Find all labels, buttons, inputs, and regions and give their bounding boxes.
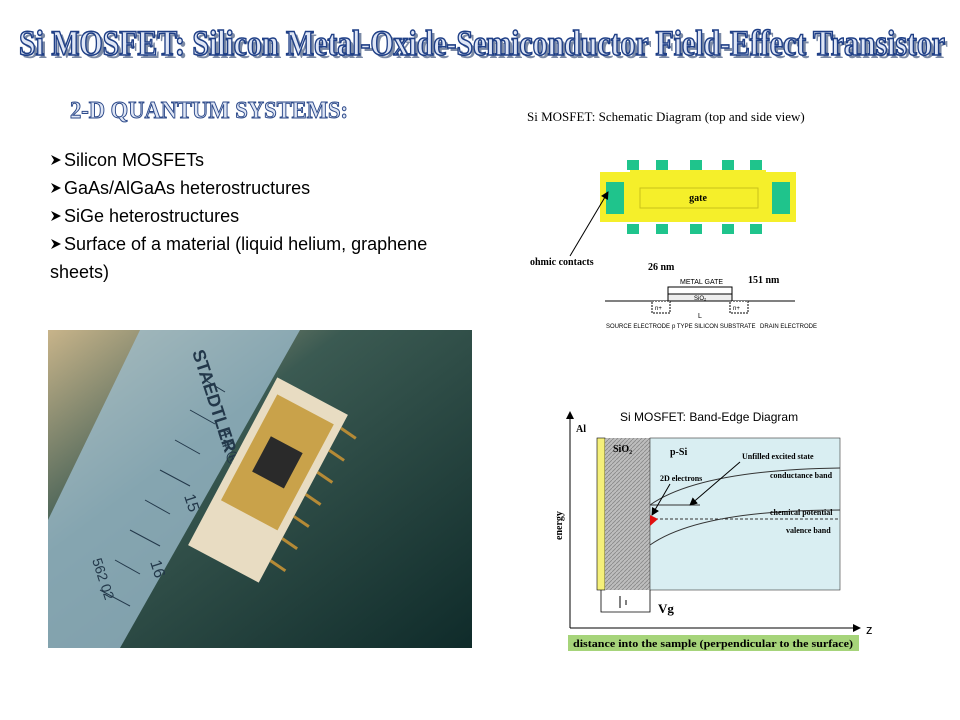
ruler-mark: 15 — [180, 492, 202, 514]
bullet-text: SiGe heterostructures — [64, 206, 240, 226]
metal-label: Al — [576, 424, 586, 435]
title: Si MOSFET: Silicon Metal-Oxide-Semicondu… — [19, 23, 945, 63]
bullet: SiGe heterostructures — [50, 202, 450, 230]
source-label: SOURCE ELECTRODE — [606, 324, 670, 330]
bullet-list: Silicon MOSFETs GaAs/AlGaAs heterostructu… — [50, 146, 450, 286]
bullet-arrow — [51, 155, 61, 165]
band-diagram: Si MOSFET: Band-Edge Diagram Al SiO₂ p-S… — [554, 410, 873, 651]
bullet-arrow — [51, 211, 61, 221]
dimension-label: 151 nm — [748, 275, 780, 286]
photo: STAEDTLER® 14 15 16 562 02 — [48, 330, 472, 648]
bullet-arrow — [51, 239, 61, 249]
bullet-arrow — [51, 183, 61, 193]
x-label: z — [866, 622, 873, 637]
title-shadow: Si MOSFET: Silicon Metal-Oxide-Semicondu… — [22, 26, 948, 66]
substrate-label: p TYPE SILICON SUBSTRATE — [672, 324, 755, 330]
voltage-label: Vg — [658, 601, 674, 616]
bullet-text: Silicon MOSFETs — [64, 150, 205, 170]
y-label: energy — [554, 511, 565, 540]
oxide-label: SiO₂ — [694, 296, 707, 302]
oxide-label: SiO₂ — [613, 444, 632, 455]
caption: distance into the sample (perpendicular … — [573, 639, 853, 650]
ruler-mark: 16 — [146, 558, 168, 580]
semiconductor-label: p-Si — [670, 447, 687, 458]
bullet-text: GaAs/AlGaAs heterostructures — [64, 178, 311, 198]
bullet-text: Surface of a material (liquid helium, gr… — [50, 234, 428, 282]
schematic: Si MOSFET: Schematic Diagram (top and si… — [527, 109, 817, 330]
bullet: Silicon MOSFETs — [50, 146, 450, 174]
gate-label: gate — [689, 193, 707, 204]
electrons-label: 2D electrons — [660, 474, 702, 483]
ruler-mark: 14 — [214, 428, 236, 450]
metal-gate-label: METAL GATE — [680, 279, 723, 286]
n-label: n+ — [733, 306, 740, 312]
valence-label: valence band — [786, 526, 831, 535]
band-title: Si MOSFET: Band-Edge Diagram — [620, 410, 798, 424]
potential-label: chemical potential — [770, 508, 833, 517]
bullet: Surface of a material (liquid helium, gr… — [50, 230, 450, 286]
dimension-label: 26 nm — [648, 262, 675, 273]
drain-label: DRAIN ELECTRODE — [760, 324, 817, 330]
excited-label: Unfilled excited state — [742, 452, 814, 461]
subtitle: 2-D QUANTUM SYSTEMS: — [70, 98, 348, 124]
conduction-label: conductance band — [770, 471, 833, 480]
schematic-title: Si MOSFET: Schematic Diagram (top and si… — [527, 109, 805, 124]
ohmic-label: ohmic contacts — [530, 257, 594, 268]
bullet: GaAs/AlGaAs heterostructures — [50, 174, 450, 202]
n-label: n+ — [655, 306, 662, 312]
length-label: L — [698, 313, 702, 320]
